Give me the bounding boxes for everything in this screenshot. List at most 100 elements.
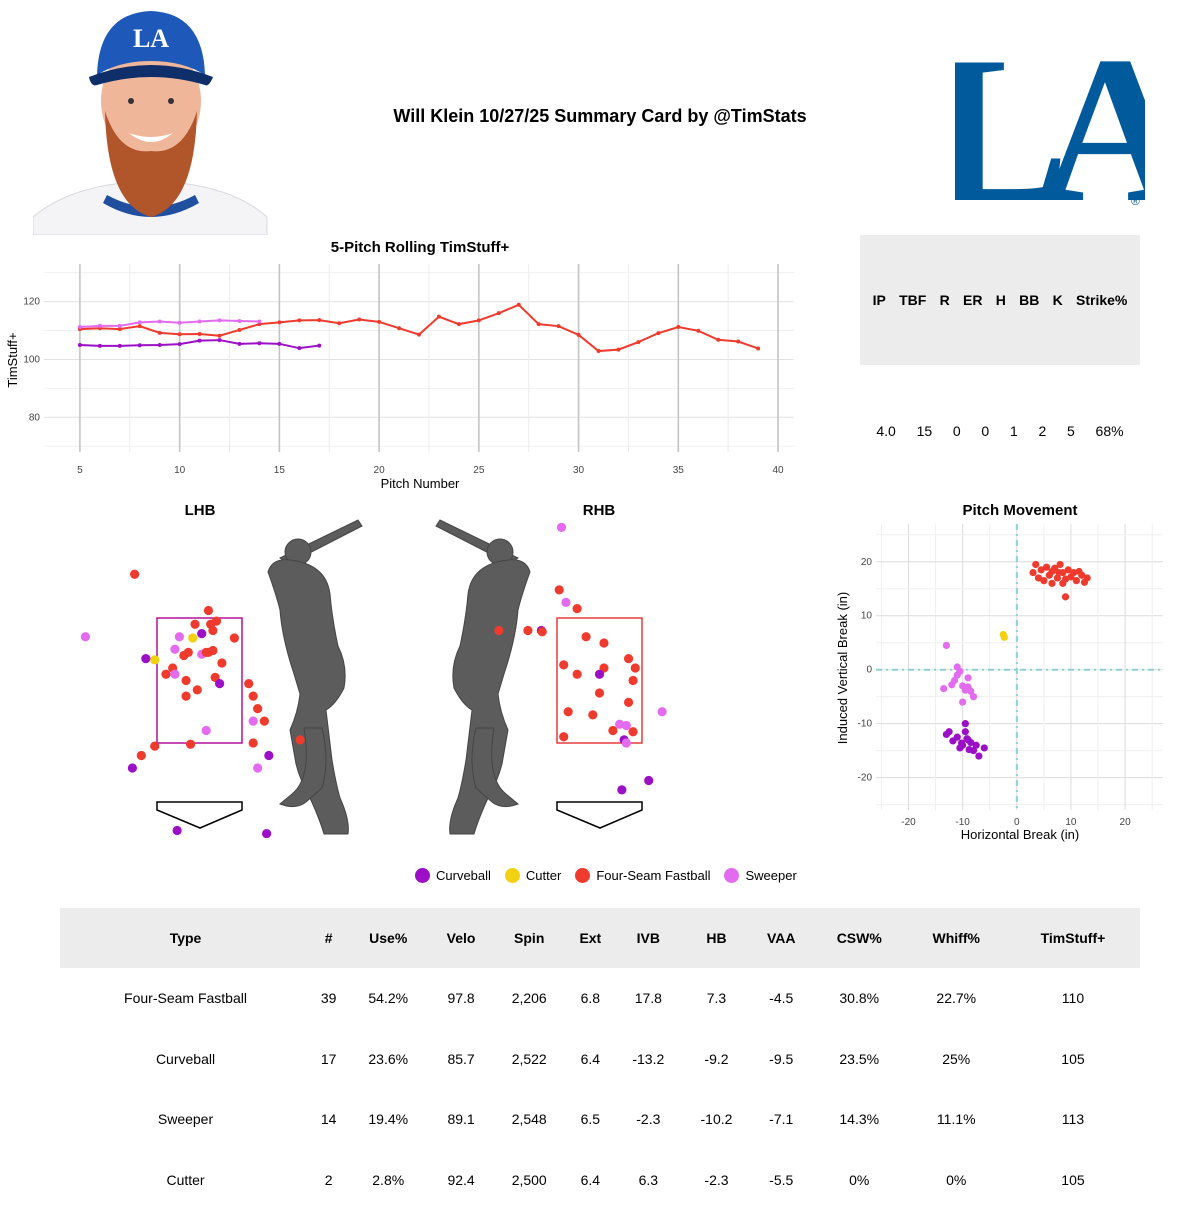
- rhb-pitch-four-seam-fastball: [523, 626, 532, 635]
- lhb-pitch-four-seam-fastball: [161, 670, 170, 679]
- rhb-pitch-four-seam-fastball: [559, 732, 568, 741]
- lhb-pitch-sweeper: [175, 632, 184, 641]
- rolling-point-four-seam-fastball: [178, 332, 182, 336]
- movement-point-four-seam-fastball: [1048, 580, 1055, 587]
- lhb-pitch-four-seam-fastball: [204, 606, 213, 615]
- rolling-point-four-seam-fastball: [277, 320, 281, 324]
- movement-point-sweeper: [970, 693, 977, 700]
- pitch-table-header-ext: Ext: [566, 908, 614, 968]
- pitch-table-cell: -9.2: [682, 1029, 750, 1090]
- lhb-pitch-four-seam-fastball: [130, 570, 139, 579]
- photo-eye-right: [168, 98, 174, 104]
- rolling-point-four-seam-fastball: [317, 318, 321, 322]
- statline-value-tbf: 15: [917, 423, 933, 439]
- rolling-point-curveball: [198, 339, 202, 343]
- movement-point-four-seam-fastball: [1062, 593, 1069, 600]
- pitch-table-cell: 6.4: [566, 1150, 614, 1210]
- rolling-point-curveball: [138, 343, 142, 347]
- rolling-point-four-seam-fastball: [297, 318, 301, 322]
- lhb-pitch-sweeper: [170, 670, 179, 679]
- lhb-pitch-curveball: [264, 751, 273, 760]
- rolling-chart-ylabel: TimStuff+: [5, 332, 20, 387]
- legend-item-sweeper: Sweeper: [724, 868, 796, 883]
- pitch-table-header-count: #: [311, 908, 346, 968]
- rolling-point-four-seam-fastball: [716, 338, 720, 342]
- lhb-pitch-four-seam-fastball: [249, 738, 258, 747]
- pitch-table-header-timstuff-: TimStuff+: [1006, 908, 1140, 968]
- pitch-table-cell: 0%: [812, 1150, 907, 1210]
- pitch-table-cell: 2,522: [492, 1029, 566, 1090]
- rolling-point-four-seam-fastball: [656, 331, 660, 335]
- movement-point-four-seam-fastball: [1059, 580, 1066, 587]
- pitch-table-cell: -5.5: [751, 1150, 812, 1210]
- rolling-point-four-seam-fastball: [417, 333, 421, 337]
- pitch-table-cell: -4.5: [751, 968, 812, 1029]
- rolling-point-four-seam-fastball: [198, 332, 202, 336]
- statline-value-k: 5: [1067, 423, 1075, 439]
- rhb-pitch-sweeper: [622, 738, 631, 747]
- pitch-table-cell: 22.7%: [907, 968, 1006, 1029]
- lhb-pitch-four-seam-fastball: [181, 676, 190, 685]
- movement-point-sweeper: [954, 671, 961, 678]
- lhb-pitch-four-seam-fastball: [217, 658, 226, 667]
- rhb-pitch-sweeper: [658, 707, 667, 716]
- movement-point-curveball: [943, 731, 950, 738]
- lhb-pitch-curveball: [262, 829, 271, 838]
- lhb-pitch-sweeper: [81, 632, 90, 641]
- pitch-table-header-csw-: CSW%: [812, 908, 907, 968]
- pitch-table-cell: -10.2: [682, 1089, 750, 1150]
- rhb-title: RHB: [583, 502, 616, 519]
- rhb-pitch-four-seam-fastball: [573, 670, 582, 679]
- movement-point-curveball: [949, 737, 956, 744]
- lhb-pitch-curveball: [215, 679, 224, 688]
- legend-swatch-icon: [724, 868, 739, 883]
- rhb-pitch-four-seam-fastball: [624, 698, 633, 707]
- rolling-point-curveball: [78, 343, 82, 347]
- rolling-point-curveball: [98, 344, 102, 348]
- lhb-pitch-four-seam-fastball: [296, 735, 305, 744]
- pitch-table-cell: Curveball: [60, 1029, 311, 1090]
- pitch-table-cell: 23.5%: [812, 1029, 907, 1090]
- pitch-table-cell: -2.3: [614, 1089, 682, 1150]
- movement-point-curveball: [962, 720, 969, 727]
- pitch-table-cell: 6.5: [566, 1089, 614, 1150]
- movement-ytick-label: -20: [858, 773, 873, 784]
- pitch-table-cell: 17.8: [614, 968, 682, 1029]
- rolling-point-sweeper: [138, 320, 142, 324]
- legend-swatch-icon: [415, 868, 430, 883]
- statline-header-bb: BB: [1019, 292, 1039, 308]
- rolling-xtick-label: 10: [174, 465, 186, 476]
- movement-point-curveball: [958, 739, 965, 746]
- pitch-table-cell: 6.3: [614, 1150, 682, 1210]
- pitch-table-cell: 2: [311, 1150, 346, 1210]
- rolling-point-curveball: [257, 341, 261, 345]
- pitch-table-header-type: Type: [60, 908, 311, 968]
- pitch-table-cell: 54.2%: [346, 968, 430, 1029]
- rhb-pitch-four-seam-fastball: [494, 626, 503, 635]
- pitch-table-cell: 0%: [907, 1150, 1006, 1210]
- team-logo: LA ®: [955, 25, 1145, 210]
- movement-point-four-seam-fastball: [1073, 577, 1080, 584]
- legend-item-cutter: Cutter: [505, 868, 561, 883]
- rhb-pitch-four-seam-fastball: [573, 604, 582, 613]
- movement-ytick-label: 0: [866, 665, 872, 676]
- rolling-point-four-seam-fastball: [616, 348, 620, 352]
- rhb-pitch-four-seam-fastball: [555, 585, 564, 594]
- legend-label: Cutter: [526, 868, 561, 883]
- pitch-table-header-use-: Use%: [346, 908, 430, 968]
- movement-point-sweeper: [962, 687, 969, 694]
- rolling-ytick-label: 80: [29, 412, 41, 423]
- rolling-point-sweeper: [158, 320, 162, 324]
- movement-point-four-seam-fastball: [1055, 569, 1062, 576]
- lhb-pitch-four-seam-fastball: [244, 679, 253, 688]
- statline-value-h: 1: [1010, 423, 1018, 439]
- pitch-table-cell: -13.2: [614, 1029, 682, 1090]
- rhb-pitch-four-seam-fastball: [581, 632, 590, 641]
- lhb-pitch-curveball: [128, 763, 137, 772]
- statline-value-ip: 4.0: [876, 423, 895, 439]
- movement-point-sweeper: [940, 685, 947, 692]
- rolling-point-four-seam-fastball: [537, 322, 541, 326]
- rhb-pitch-four-seam-fastball: [608, 726, 617, 735]
